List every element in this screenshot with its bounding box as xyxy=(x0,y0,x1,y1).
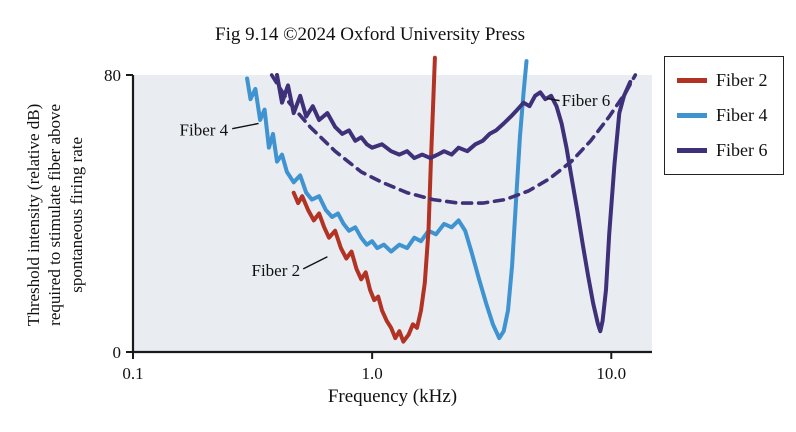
y-axis-label-line-1: Threshold intensity (relative dB) xyxy=(24,103,44,327)
fiber-6-curve xyxy=(275,73,633,334)
legend-label: Fiber 6 xyxy=(716,140,768,160)
annotation-fiber-6: Fiber 6 xyxy=(562,91,611,110)
figure-title: Fig 9.14 ©2024 Oxford University Press xyxy=(215,24,525,45)
legend-swatch xyxy=(677,78,707,83)
y-tick-label: 0 xyxy=(113,343,122,362)
annotation-leader xyxy=(546,97,560,102)
fiber-4-curve xyxy=(245,59,529,341)
annotation-leader xyxy=(302,256,328,270)
y-axis-label: Threshold intensity (relative dB) requir… xyxy=(23,65,87,365)
y-tick-label: 80 xyxy=(104,66,121,85)
x-tick-label: 10.0 xyxy=(596,364,626,383)
legend-label: Fiber 2 xyxy=(716,70,768,90)
legend: Fiber 2 Fiber 4 Fiber 6 xyxy=(664,56,784,175)
x-tick-label: 1.0 xyxy=(362,364,383,383)
fiber-6-fit-dashed-curve xyxy=(269,73,638,205)
legend-item-fiber-4: Fiber 4 xyxy=(677,105,773,126)
annotation-leader xyxy=(232,122,259,130)
x-axis-label: Frequency (kHz) xyxy=(327,386,458,407)
legend-swatch xyxy=(677,113,707,118)
legend-swatch xyxy=(677,148,707,153)
y-axis-label-line-3: spontaneous firing rate xyxy=(66,136,86,293)
legend-item-fiber-6: Fiber 6 xyxy=(677,140,773,161)
legend-item-fiber-2: Fiber 2 xyxy=(677,70,773,91)
annotation-fiber-4: Fiber 4 xyxy=(180,121,229,140)
y-axis-label-line-2: required to stimulate fiber above xyxy=(45,103,65,326)
fiber-2-curve xyxy=(291,55,437,344)
annotation-fiber-2: Fiber 2 xyxy=(252,261,301,280)
x-tick-label: 0.1 xyxy=(122,364,143,383)
legend-label: Fiber 4 xyxy=(716,105,768,125)
plot-area xyxy=(133,75,652,352)
